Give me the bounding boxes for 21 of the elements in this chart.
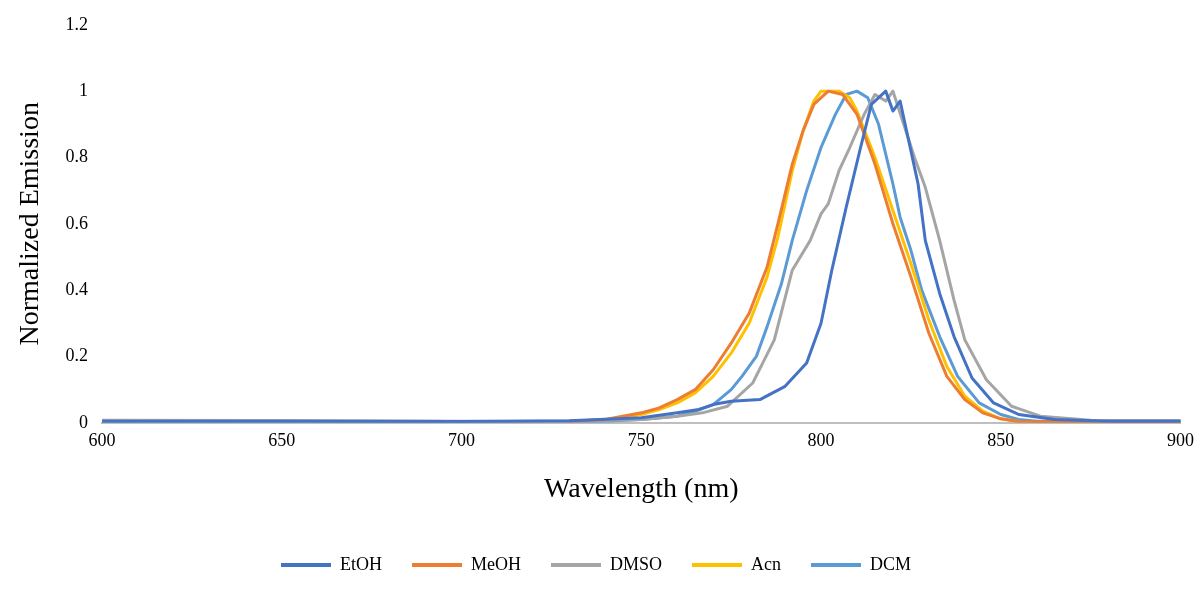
legend-label: DCM xyxy=(869,553,911,574)
legend-label: Acn xyxy=(751,553,781,574)
x-tick-label: 600 xyxy=(88,430,116,451)
x-tick-label: 850 xyxy=(987,430,1015,451)
y-tick-label: 1 xyxy=(79,79,89,100)
legend-label: MeOH xyxy=(471,553,521,574)
x-tick-label: 750 xyxy=(627,430,655,451)
y-tick-label: 0.8 xyxy=(65,146,89,167)
y-tick-label: 0.4 xyxy=(65,278,89,299)
x-tick-label: 700 xyxy=(448,430,476,451)
x-tick-label: 650 xyxy=(268,430,296,451)
legend-label: EtOH xyxy=(340,553,382,574)
y-tick-label: 0 xyxy=(79,411,89,432)
legend-label: DMSO xyxy=(609,553,662,574)
y-tick-label: 0.2 xyxy=(65,345,89,366)
x-axis-title: Wavelength (nm) xyxy=(544,471,739,503)
x-tick-label: 800 xyxy=(807,430,835,451)
y-axis-title: Normalized Emission xyxy=(13,102,45,346)
x-tick-label: 900 xyxy=(1167,430,1194,451)
y-tick-label: 0.6 xyxy=(65,212,89,233)
y-tick-label: 1.2 xyxy=(65,13,89,34)
